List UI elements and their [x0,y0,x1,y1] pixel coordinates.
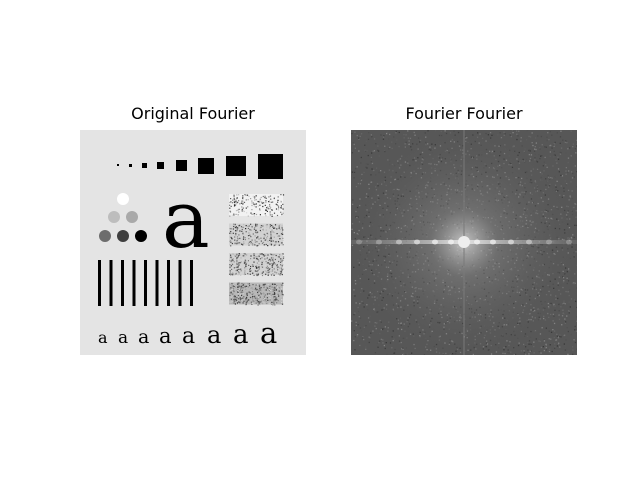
small-glyph: a [138,326,149,348]
pattern-square [129,164,132,167]
pattern-vertical-bar [155,260,159,306]
pattern-vertical-bar [178,260,182,306]
small-glyph: a [233,320,249,350]
spectrum-peak [376,239,382,245]
small-glyph: a [118,328,128,348]
spectrum-peak [448,239,454,245]
pattern-circle [135,230,147,242]
pattern-noise-rect [229,253,285,277]
pattern-noise-rect [229,223,284,247]
small-glyph: a [159,324,172,348]
spectrum-peak [432,239,438,245]
pattern-circle [108,211,120,223]
small-glyph: a [207,321,221,349]
pattern-vertical-bar [98,260,101,306]
spectrum-peak [396,239,402,245]
pattern-circle [117,193,129,205]
spectrum-peak [566,239,572,245]
fourier-spectrum-image [351,130,577,355]
small-glyph: a [182,324,195,349]
fourier-spectrum-panel [351,130,577,355]
pattern-vertical-bar [121,260,124,306]
pattern-noise-rect [229,194,285,217]
large-glyph: a [162,173,210,266]
right-panel-title: Fourier Fourier [405,104,523,123]
spectrum-peak [458,236,470,248]
small-glyph: a [260,316,277,350]
pattern-circle [99,230,111,242]
spectrum-peak [474,239,480,245]
pattern-square [226,156,246,176]
spectrum-peak [526,239,532,245]
spectrum-peak [414,239,420,245]
pattern-vertical-bar [109,260,113,306]
pattern-circle [117,230,129,242]
small-glyph: a [98,328,108,347]
original-image-panel: a a a a a a a a a [80,130,306,355]
pattern-vertical-bar [190,260,193,306]
pattern-noise-rect [229,282,285,306]
spectrum-peak [490,239,496,245]
pattern-vertical-bar [132,260,136,306]
test-pattern-image: a a a a a a a a a [80,130,306,355]
spectrum-peak [546,239,552,245]
pattern-square [117,164,119,166]
spectrum-peak [356,239,362,245]
pattern-square [258,154,283,179]
pattern-square [157,162,164,169]
pattern-square [176,160,187,171]
spectrum-peak [508,239,514,245]
pattern-vertical-bar [167,260,170,306]
pattern-circle [126,211,138,223]
left-panel-title: Original Fourier [131,104,255,123]
pattern-square [198,158,214,174]
pattern-square [142,163,147,168]
pattern-vertical-bar [144,260,147,306]
